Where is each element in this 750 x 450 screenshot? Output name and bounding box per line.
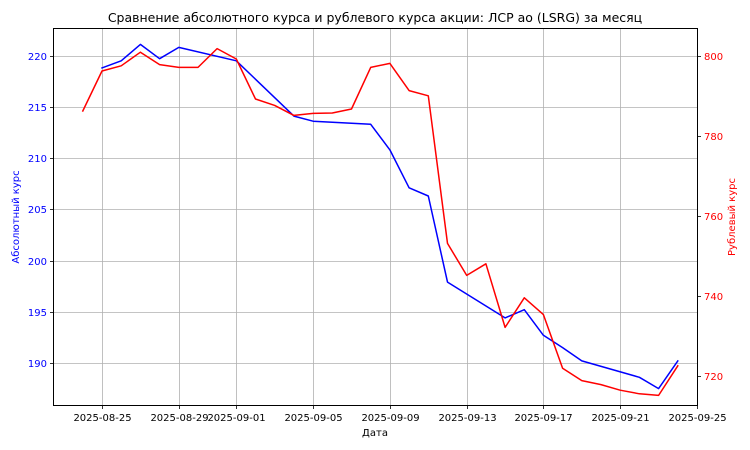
- x-tick-label: 2025-09-13: [438, 413, 496, 424]
- plot-frame: [53, 28, 698, 406]
- y-left-tick-label: 205: [28, 205, 47, 216]
- y-left-tick-label: 215: [28, 103, 47, 114]
- y-left-tick-label: 220: [28, 52, 47, 63]
- y-right-tick-label: 780: [704, 132, 723, 143]
- y-right-tick-label: 740: [704, 292, 723, 303]
- absolute-price-line: [101, 43, 679, 390]
- ruble-price-line: [81, 47, 679, 397]
- x-tick-label: 2025-09-25: [668, 413, 726, 424]
- x-tick-label: 2025-09-21: [591, 413, 649, 424]
- y-axis-left: 190 195 200 205 210 215 220: [28, 52, 54, 370]
- series-layer: [81, 43, 679, 397]
- y-left-tick-label: 190: [28, 359, 47, 370]
- x-tick-label: 2025-09-17: [514, 413, 572, 424]
- x-tick-label: 2025-08-29: [150, 413, 208, 424]
- y-axis-left-label: Абсолютный курс: [11, 170, 22, 263]
- y-right-tick-label: 760: [704, 212, 723, 223]
- y-axis-right-label: Рублевый курс: [727, 178, 738, 256]
- y-axis-right: 720 740 760 780 800: [697, 52, 723, 383]
- x-axis-label: Дата: [362, 428, 388, 439]
- y-left-tick-label: 210: [28, 154, 47, 165]
- x-tick-label: 2025-08-25: [73, 413, 131, 424]
- x-tick-label: 2025-09-01: [207, 413, 265, 424]
- y-left-tick-label: 200: [28, 257, 47, 268]
- chart-title: Сравнение абсолютного курса и рублевого …: [108, 10, 642, 25]
- y-right-tick-label: 720: [704, 372, 723, 383]
- y-right-tick-label: 800: [704, 52, 723, 63]
- x-tick-label: 2025-09-05: [284, 413, 342, 424]
- y-left-tick-label: 195: [28, 308, 47, 319]
- x-tick-label: 2025-09-09: [361, 413, 419, 424]
